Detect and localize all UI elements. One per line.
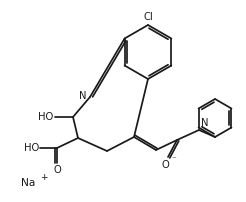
- Text: N: N: [78, 91, 86, 101]
- Text: HO: HO: [38, 112, 53, 122]
- Text: O: O: [161, 160, 169, 170]
- Text: O: O: [53, 165, 61, 175]
- Text: ⁻: ⁻: [171, 156, 176, 164]
- Text: Cl: Cl: [143, 12, 153, 22]
- Text: Na: Na: [21, 178, 35, 188]
- Text: HO: HO: [24, 143, 39, 153]
- Text: +: +: [40, 173, 47, 182]
- Text: N: N: [201, 118, 209, 128]
